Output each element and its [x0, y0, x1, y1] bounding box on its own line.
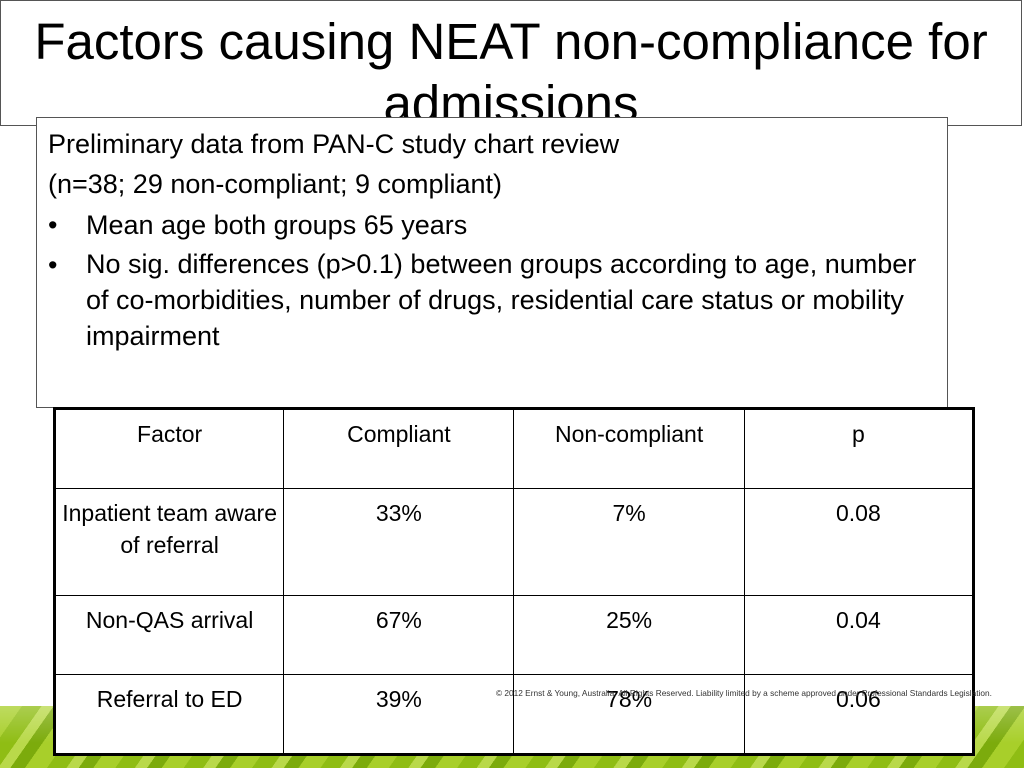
header-p: p [743, 408, 975, 489]
results-table: Factor Compliant Non-compliant p Inpatie… [53, 407, 975, 756]
cell-non-compliant: 78% [513, 674, 745, 755]
table-row: Inpatient team aware of referral 33% 7% … [53, 488, 975, 596]
content-box: Preliminary data from PAN-C study chart … [36, 117, 948, 408]
cell-non-compliant: 7% [513, 488, 745, 596]
bullet-text: No sig. differences (p>0.1) between grou… [86, 249, 917, 351]
table-row: Non-QAS arrival 67% 25% 0.04 [53, 595, 975, 675]
sample-size-line: (n=38; 29 non-compliant; 9 compliant) [48, 169, 503, 199]
header-non-compliant: Non-compliant [513, 408, 745, 489]
bullet-glyph: • [48, 210, 58, 240]
bullet-text: Mean age both groups 65 years [86, 210, 468, 240]
copyright-notice: © 2012 Ernst & Young, Australia. All Rig… [496, 688, 992, 698]
cell-p: 0.08 [743, 488, 975, 596]
intro-line: Preliminary data from PAN-C study chart … [48, 129, 620, 159]
cell-factor: Inpatient team aware of referral [53, 488, 285, 596]
cell-compliant: 33% [283, 488, 515, 596]
cell-p: 0.04 [743, 595, 975, 675]
cell-p: 0.06 [743, 674, 975, 755]
cell-factor: Non-QAS arrival [53, 595, 285, 675]
bullet-item: • No sig. differences (p>0.1) between gr… [48, 246, 937, 354]
bullet-item: • Mean age both groups 65 years [48, 206, 937, 244]
cell-non-compliant: 25% [513, 595, 745, 675]
header-factor: Factor [53, 408, 285, 489]
table-row: Referral to ED 39% 78% 0.06 [53, 674, 975, 755]
cell-compliant: 67% [283, 595, 515, 675]
title-box: Factors causing NEAT non-compliance for … [0, 0, 1022, 126]
cell-compliant: 39% [283, 674, 515, 755]
bullet-glyph: • [48, 250, 58, 280]
cell-factor: Referral to ED [53, 674, 285, 755]
header-compliant: Compliant [283, 408, 515, 489]
slide-title: Factors causing NEAT non-compliance for … [34, 13, 988, 126]
table-header-row: Factor Compliant Non-compliant p [53, 408, 975, 489]
